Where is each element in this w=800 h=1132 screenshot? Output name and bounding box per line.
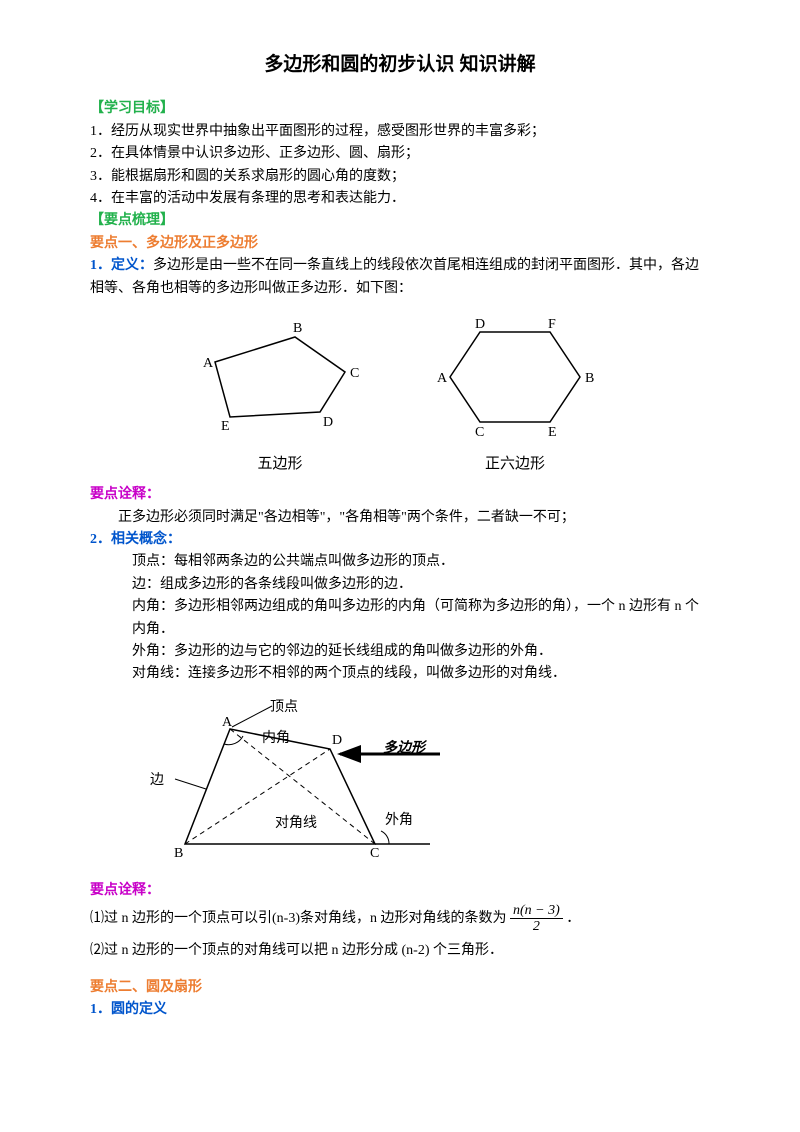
vertex-B: B xyxy=(585,371,594,386)
polygon-labeled-svg: A B C D 顶点 内角 边 对角线 外角 多边形 xyxy=(130,694,490,864)
label-diagonal: 对角线 xyxy=(275,814,317,830)
page-title: 多边形和圆的初步认识 知识讲解 xyxy=(90,50,710,80)
vertex-A: A xyxy=(222,715,233,730)
formula-bot: 2 xyxy=(510,919,563,934)
vertex-C: C xyxy=(475,425,484,440)
point1-header: 要点一、多边形及正多边形 xyxy=(90,233,710,255)
pentagon-svg: A B C D E xyxy=(185,312,375,442)
circle-def-header: 1．圆的定义 xyxy=(90,999,710,1021)
figures-row: A B C D E 五边形 A B C D E F 正六边形 xyxy=(90,312,710,476)
vertex-B: B xyxy=(174,846,183,861)
concept-vertex: 顶点：每相邻两条边的公共端点叫做多边形的顶点． xyxy=(90,551,710,573)
label-interior: 内角 xyxy=(262,729,290,745)
definition-block: 1．定义：多边形是由一些不在同一条直线上的线段依次首尾相连组成的封闭平面图形．其… xyxy=(90,255,710,300)
interp2-line-b: ⑵过 n 边形的一个顶点的对角线可以把 n 边形分成 (n-2) 个三角形． xyxy=(90,940,710,962)
label-polygon: 多边形 xyxy=(383,739,428,755)
point2-header: 要点二、圆及扇形 xyxy=(90,977,710,999)
diagonal-formula: n(n − 3) 2 xyxy=(510,903,563,935)
def-text: 多边形是由一些不在同一条直线上的线段依次首尾相连组成的封闭平面图形．其中，各边相… xyxy=(90,258,699,295)
vertex-A: A xyxy=(203,356,214,371)
interp2a-pre: ⑴过 n 边形的一个顶点可以引(n-3)条对角线，n 边形对角线的条数为 xyxy=(90,911,507,926)
vertex-C: C xyxy=(350,366,359,381)
vertex-C: C xyxy=(370,846,379,861)
vertex-E: E xyxy=(221,419,230,434)
figure-pentagon: A B C D E 五边形 xyxy=(185,312,375,476)
vertex-F: F xyxy=(548,317,556,332)
concept-interior: 内角：多边形相邻两边组成的角叫多边形的内角（可简称为多边形的角），一个 n 边形… xyxy=(90,596,710,641)
concept-exterior: 外角：多边形的边与它的邻边的延长线组成的角叫做多边形的外角． xyxy=(90,641,710,663)
concept-edge: 边：组成多边形的各条线段叫做多边形的边． xyxy=(90,574,710,596)
goal-line: 1．经历从现实世界中抽象出平面图形的过程，感受图形世界的丰富多彩； xyxy=(90,121,710,143)
document-page: 多边形和圆的初步认识 知识讲解 【学习目标】 1．经历从现实世界中抽象出平面图形… xyxy=(0,0,800,1132)
interp2-line-a: ⑴过 n 边形的一个顶点可以引(n-3)条对角线，n 边形对角线的条数为 n(n… xyxy=(90,903,710,935)
vertex-E: E xyxy=(548,425,557,440)
label-edge: 边 xyxy=(150,771,164,787)
goal-line: 3．能根据扇形和圆的关系求扇形的圆心角的度数； xyxy=(90,166,710,188)
vertex-D: D xyxy=(475,317,485,332)
comb-header: 【要点梳理】 xyxy=(90,210,710,232)
vertex-B: B xyxy=(293,321,302,336)
goal-line: 4．在丰富的活动中发展有条理的思考和表达能力． xyxy=(90,188,710,210)
label-vertex: 顶点 xyxy=(270,698,298,714)
related-concepts-header: 2．相关概念： xyxy=(90,529,710,551)
figure-hexagon: A B C D E F 正六边形 xyxy=(415,312,615,476)
interp2-header: 要点诠释： xyxy=(90,880,710,902)
figure-polygon-labeled: A B C D 顶点 内角 边 对角线 外角 多边形 xyxy=(130,694,710,872)
def-label: 1．定义： xyxy=(90,258,153,273)
goal-line: 2．在具体情景中认识多边形、正多边形、圆、扇形； xyxy=(90,143,710,165)
interp1-text: 正多边形必须同时满足"各边相等"，"各角相等"两个条件，二者缺一不可； xyxy=(90,507,710,529)
pentagon-caption: 五边形 xyxy=(185,452,375,476)
goals-header: 【学习目标】 xyxy=(90,98,710,120)
formula-top: n(n − 3) xyxy=(510,903,563,919)
vertex-D: D xyxy=(332,733,342,748)
hexagon-svg: A B C D E F xyxy=(415,312,615,442)
interp1-header: 要点诠释： xyxy=(90,484,710,506)
vertex-A: A xyxy=(437,371,448,386)
interp2a-post: ． xyxy=(566,911,580,926)
hexagon-caption: 正六边形 xyxy=(415,452,615,476)
concept-diagonal: 对角线：连接多边形不相邻的两个顶点的线段，叫做多边形的对角线． xyxy=(90,663,710,685)
vertex-D: D xyxy=(323,415,333,430)
label-exterior: 外角 xyxy=(385,811,413,827)
